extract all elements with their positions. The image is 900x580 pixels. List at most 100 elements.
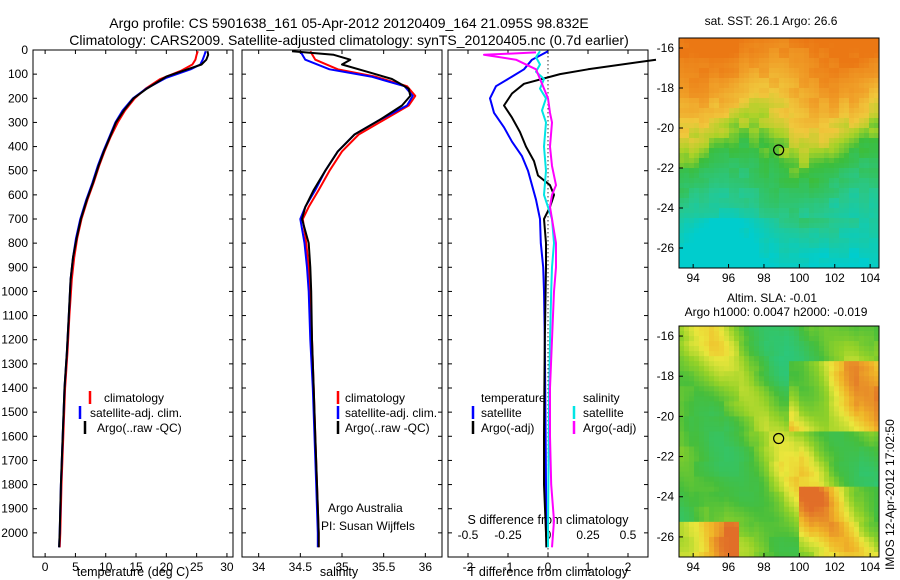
map-cell <box>709 331 715 337</box>
map-cell <box>684 228 690 234</box>
map-cell <box>719 253 725 259</box>
map-cell <box>854 461 860 468</box>
map-cell <box>864 451 870 457</box>
map-cell <box>829 108 835 114</box>
map-cell <box>724 326 730 332</box>
map-cell <box>729 481 735 488</box>
map-cell <box>684 531 690 538</box>
map-cell <box>744 411 750 417</box>
map-cell <box>869 401 875 407</box>
map-cell <box>809 436 815 442</box>
map-cell <box>719 441 725 447</box>
map-cell <box>744 133 750 139</box>
map-cell <box>759 326 765 332</box>
map-cell <box>704 326 710 332</box>
map-cell <box>799 83 805 89</box>
map-cell <box>814 526 820 533</box>
map-cell <box>694 351 700 357</box>
map-cell <box>679 341 685 347</box>
map-cell <box>729 501 735 508</box>
map-cell <box>729 526 735 533</box>
map-cell <box>819 551 825 558</box>
map-cell <box>764 496 770 503</box>
map-cell <box>754 546 760 553</box>
map-cell <box>774 48 780 54</box>
map-cell <box>794 411 800 417</box>
map-cell <box>854 223 860 229</box>
map-cell <box>679 228 685 234</box>
map-cell <box>779 411 785 417</box>
map-cell <box>834 496 840 503</box>
map-cell <box>684 446 690 452</box>
map-cell <box>824 521 830 528</box>
map-cell <box>864 248 870 254</box>
map-cell <box>779 526 785 533</box>
map-cell <box>719 521 725 528</box>
map-cell <box>699 158 705 164</box>
map-cell <box>724 461 730 468</box>
map-cell <box>859 356 865 362</box>
map-cell <box>769 48 775 54</box>
map-cell <box>704 143 710 149</box>
map-cell <box>779 441 785 447</box>
map-cell <box>809 421 815 427</box>
salinity-annotation-2: PI: Susan Wijffels <box>321 519 415 533</box>
map-cell <box>739 441 745 447</box>
map-cell <box>804 416 810 422</box>
map-cell <box>784 123 790 129</box>
map-cell <box>869 366 875 372</box>
map-cell <box>784 43 790 49</box>
map-cell <box>844 396 850 402</box>
map-cell <box>744 416 750 422</box>
map-cell <box>849 401 855 407</box>
map-cell <box>714 218 720 224</box>
map-cell <box>874 243 880 249</box>
map-cell <box>789 366 795 372</box>
map-cell <box>744 118 750 124</box>
map-cell <box>844 451 850 457</box>
map-cell <box>829 178 835 184</box>
map-cell <box>834 253 840 259</box>
map-cell <box>724 243 730 249</box>
map-cell <box>824 38 830 44</box>
map-cell <box>694 218 700 224</box>
map-cell <box>799 356 805 362</box>
map-cell <box>754 516 760 523</box>
map-cell <box>744 58 750 64</box>
map-cell <box>724 406 730 412</box>
map-cell <box>714 476 720 483</box>
map-cell <box>799 456 805 462</box>
map-cell <box>799 531 805 538</box>
map-cell <box>684 163 690 169</box>
map-cell <box>864 223 870 229</box>
map-cell <box>854 168 860 174</box>
map-cell <box>834 258 840 264</box>
map-cell <box>824 173 830 179</box>
map-cell <box>754 541 760 548</box>
map-cell <box>679 183 685 189</box>
map-cell <box>794 551 800 558</box>
map-cell <box>804 426 810 432</box>
map-cell <box>814 396 820 402</box>
map-cell <box>699 386 705 392</box>
map-cell <box>749 208 755 214</box>
map-cell <box>679 163 685 169</box>
map-cell <box>754 376 760 382</box>
map-cell <box>874 376 880 382</box>
map-cell <box>699 88 705 94</box>
x-tick-label: 35 <box>335 560 349 574</box>
map-cell <box>829 411 835 417</box>
map-cell <box>769 243 775 249</box>
map-cell <box>814 48 820 54</box>
map-cell <box>724 496 730 503</box>
map-cell <box>789 148 795 154</box>
map-cell <box>709 406 715 412</box>
map-cell <box>724 48 730 54</box>
map-cell <box>874 326 880 332</box>
map-cell <box>684 148 690 154</box>
map-cell <box>679 471 685 478</box>
map-cell <box>684 456 690 462</box>
map-cell <box>759 466 765 473</box>
map-cell <box>769 158 775 164</box>
map-cell <box>844 496 850 503</box>
